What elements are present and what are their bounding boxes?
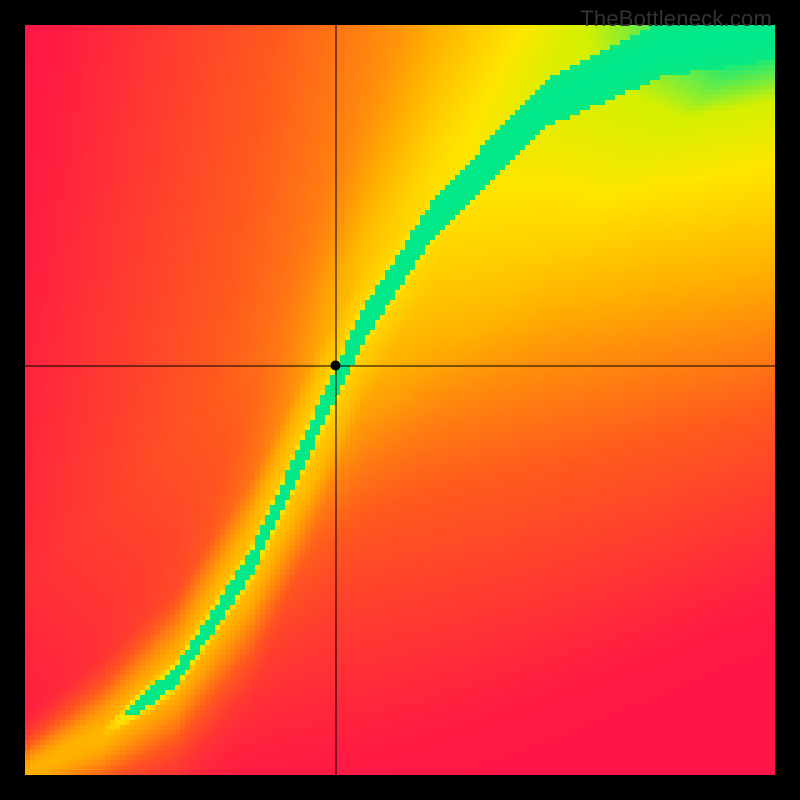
watermark-text: TheBottleneck.com [580,6,772,32]
crosshair-overlay [25,25,775,775]
bottleneck-heatmap [25,25,775,775]
